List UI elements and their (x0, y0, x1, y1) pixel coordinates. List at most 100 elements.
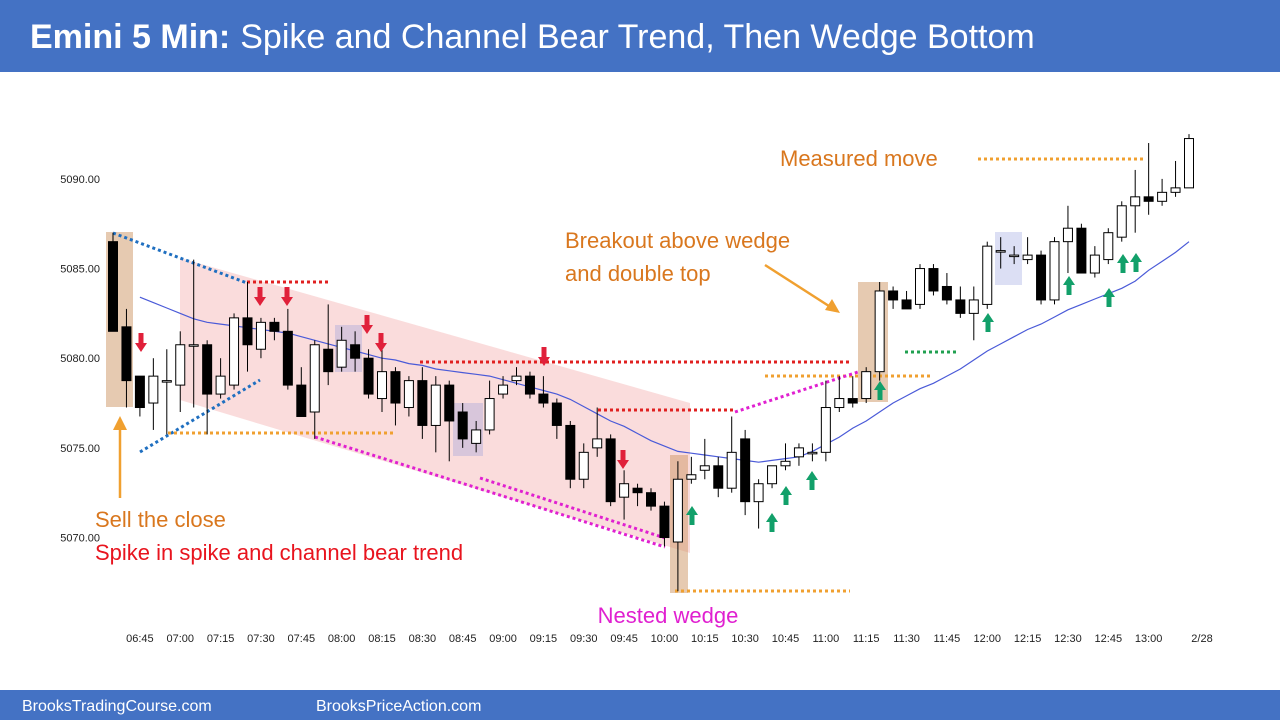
candle (1022, 237, 1033, 265)
candle-body (1143, 196, 1154, 202)
candle-body (444, 384, 455, 422)
signal-arrow (686, 506, 698, 525)
candle-body (901, 299, 912, 310)
candle (444, 380, 455, 462)
candle-body (605, 438, 616, 503)
candle (1036, 250, 1047, 305)
candle-body (1116, 205, 1127, 238)
candle-body (121, 326, 132, 382)
candle-body (350, 344, 361, 359)
arrow-head (113, 416, 127, 430)
candle-body (538, 393, 549, 404)
x-tick-label: 08:15 (368, 633, 396, 645)
x-tick-label: 11:45 (934, 633, 961, 645)
candle-body (646, 492, 656, 507)
candle (430, 376, 441, 453)
candle-body (430, 384, 441, 426)
candle-body (282, 330, 293, 386)
candle (780, 443, 791, 471)
x-tick-label: 11:00 (812, 633, 839, 645)
signal-arrow (874, 381, 886, 400)
candle-body (215, 375, 226, 395)
x-tick-label: 10:45 (772, 633, 800, 645)
x-tick-label: 12:30 (1054, 633, 1082, 645)
candle (646, 488, 656, 511)
candle-body (659, 505, 670, 539)
y-tick-label: 5075.00 (60, 443, 100, 455)
candle-body (1062, 227, 1073, 243)
candle-body (740, 438, 751, 503)
x-tick-label: 12:00 (973, 633, 1001, 645)
y-tick-label: 5070.00 (60, 533, 100, 545)
candle (1170, 160, 1181, 197)
candle-body (619, 483, 630, 498)
candle (1009, 246, 1020, 265)
signal-arrow (135, 333, 147, 352)
x-tick-label: 12:15 (1014, 633, 1042, 645)
footer-link: BrooksPriceAction.com (316, 698, 481, 715)
candle (565, 420, 576, 489)
candle (377, 349, 387, 412)
candle (619, 470, 630, 520)
signal-arrow (1117, 254, 1129, 273)
candle (820, 380, 831, 462)
y-tick-label: 5090.00 (60, 174, 100, 186)
footer-bar (0, 690, 1280, 720)
annotation: and double top (565, 261, 711, 286)
candle (1157, 178, 1168, 206)
candle-body (982, 245, 993, 305)
candle (834, 376, 845, 412)
candle-body (726, 451, 737, 489)
candle (672, 461, 683, 592)
annotations-layer (106, 157, 1145, 593)
x-tick-label: 09:00 (489, 633, 517, 645)
candle-body (753, 483, 764, 503)
candle-body (578, 451, 589, 480)
candle-body (498, 384, 509, 395)
candle (1076, 223, 1087, 274)
title-prefix: Emini 5 Min: (30, 18, 230, 56)
signal-arrow (281, 287, 293, 306)
signal-arrow (375, 333, 387, 352)
candle (793, 443, 804, 466)
candle (471, 420, 482, 453)
candle (215, 358, 226, 399)
title-text: Spike and Channel Bear Trend, Then Wedge… (240, 18, 1034, 56)
footer-link: BrooksTradingCourse.com (22, 698, 212, 715)
candle-body (524, 375, 535, 395)
candle-body (511, 375, 522, 382)
annotation: Nested wedge (598, 603, 739, 628)
candle (592, 407, 603, 457)
candle-body (928, 268, 939, 292)
candle (336, 326, 347, 372)
candle (861, 367, 872, 404)
signal-arrow (538, 347, 550, 366)
annotation: Spike in spike and channel bear trend (95, 540, 463, 565)
candle-body (323, 348, 334, 373)
x-tick-label: 07:15 (207, 633, 235, 645)
candle (632, 483, 643, 507)
candle (188, 259, 199, 408)
candle-body (336, 339, 347, 368)
candle (699, 438, 710, 480)
candle (417, 367, 428, 439)
candle-body (1157, 191, 1168, 202)
candle (323, 304, 334, 386)
candle-body (1170, 187, 1181, 193)
candle (1089, 246, 1100, 278)
candle (1116, 201, 1127, 242)
x-tick-label: 07:30 (247, 633, 275, 645)
x-tick-label: 06:45 (126, 633, 154, 645)
candle-body (915, 268, 925, 305)
candle-body (457, 411, 468, 440)
candle (511, 367, 522, 386)
candle (255, 317, 266, 359)
candle-body (202, 344, 213, 395)
candle (1184, 134, 1194, 189)
pointer-arrow (764, 263, 833, 310)
candle-body (1009, 254, 1020, 258)
candle-body (148, 375, 159, 404)
candle (847, 376, 858, 408)
candle (1143, 143, 1154, 215)
candle-body (1076, 227, 1087, 274)
